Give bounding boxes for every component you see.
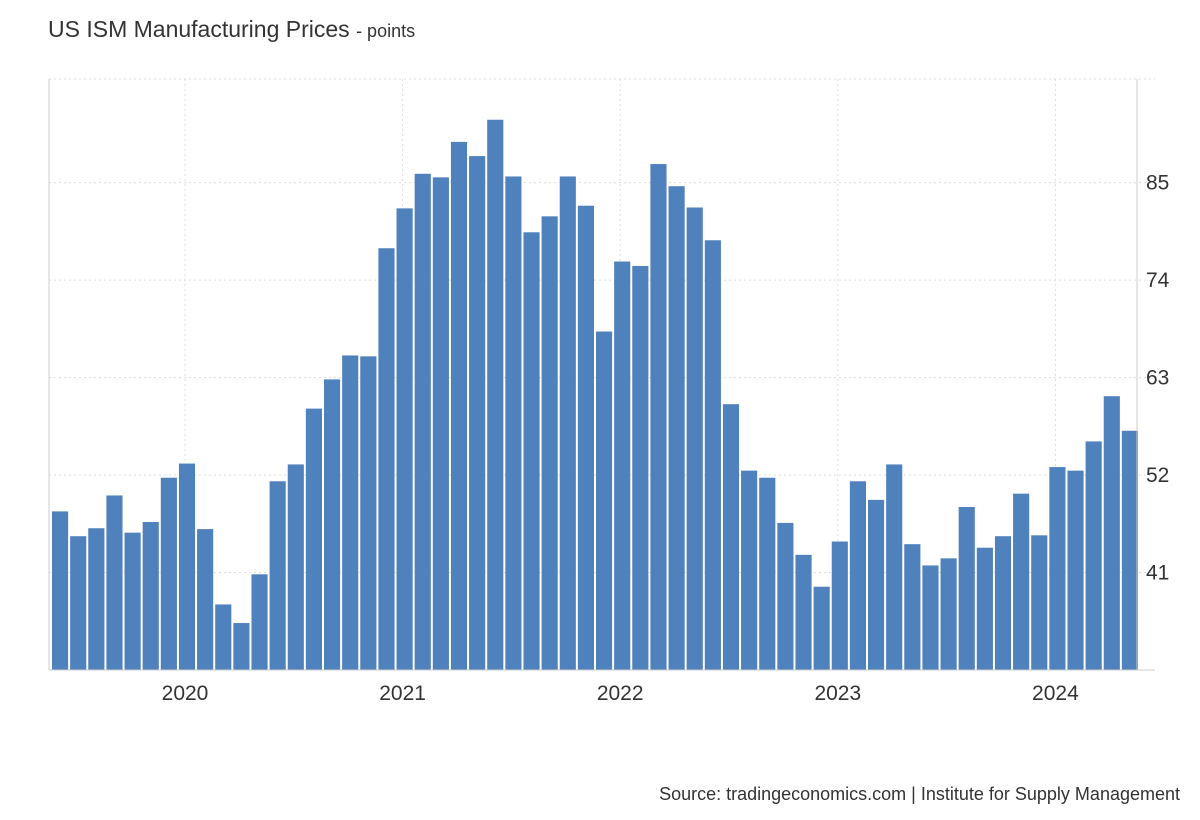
bar [577, 205, 594, 670]
bar [269, 481, 286, 670]
bar [142, 522, 159, 670]
bar [686, 207, 703, 670]
bar [233, 623, 250, 670]
y-tick-label: 74 [1146, 269, 1170, 292]
chart-units: - points [356, 21, 416, 41]
bar [886, 464, 903, 670]
bar [1049, 467, 1066, 670]
bar [106, 495, 123, 670]
x-tick-label: 2022 [597, 682, 644, 705]
chart-title: US ISM Manufacturing Prices - points [48, 16, 415, 43]
bar [342, 355, 359, 670]
chart-title-text: US ISM Manufacturing Prices [48, 16, 350, 42]
y-tick-label: 52 [1146, 464, 1169, 487]
bar [922, 565, 939, 670]
bar [632, 265, 649, 670]
bar [432, 177, 449, 670]
bar [1067, 470, 1084, 670]
bar [559, 176, 576, 671]
bar [1121, 430, 1138, 670]
bar [88, 528, 105, 670]
bar [976, 547, 993, 670]
bar [777, 522, 794, 670]
bar [523, 232, 540, 671]
bar [668, 186, 685, 670]
bar [505, 176, 522, 671]
bar [1085, 441, 1102, 670]
bar [178, 463, 196, 670]
bar [541, 216, 558, 670]
bar [487, 119, 504, 671]
bar [160, 477, 177, 670]
bar [813, 586, 830, 670]
x-tick-label: 2023 [814, 682, 861, 705]
x-tick-label: 2020 [162, 682, 209, 705]
bar [52, 511, 69, 670]
bar [305, 408, 322, 670]
bar [378, 248, 395, 670]
bar [849, 481, 866, 670]
axes [48, 79, 1155, 671]
bar [251, 574, 268, 670]
bar [450, 141, 468, 671]
bar [70, 536, 87, 670]
bar [215, 604, 232, 670]
bar [795, 554, 812, 670]
bar [360, 356, 377, 670]
bar [324, 379, 341, 670]
bar [596, 331, 613, 670]
y-tick-label: 63 [1146, 367, 1169, 390]
bar [958, 506, 975, 670]
bar [904, 544, 921, 670]
bar [1031, 535, 1048, 670]
bar-series [52, 119, 1138, 671]
bar [614, 261, 631, 670]
source-credit: Source: tradingeconomics.com | Institute… [659, 784, 1180, 804]
bar [1103, 396, 1120, 670]
x-tick-label: 2021 [379, 682, 426, 705]
bar [469, 156, 486, 670]
bar [124, 532, 141, 670]
bar [287, 464, 304, 670]
y-tick-label: 85 [1146, 172, 1169, 195]
y-tick-label: 41 [1146, 562, 1169, 585]
tick-labels: 41 52 63 74 85 2020 2021 2022 2023 2024 [162, 172, 1170, 705]
bar [868, 499, 885, 670]
bar [704, 240, 721, 670]
bar [414, 173, 431, 670]
bar [197, 529, 214, 670]
bar [650, 164, 667, 670]
bar [831, 541, 848, 670]
bar [759, 477, 776, 670]
bar [722, 404, 740, 670]
bar [1013, 493, 1030, 670]
bar [396, 208, 413, 670]
bar [940, 558, 957, 670]
x-tick-label: 2024 [1032, 682, 1079, 705]
bar [741, 470, 758, 670]
bar [994, 536, 1012, 670]
